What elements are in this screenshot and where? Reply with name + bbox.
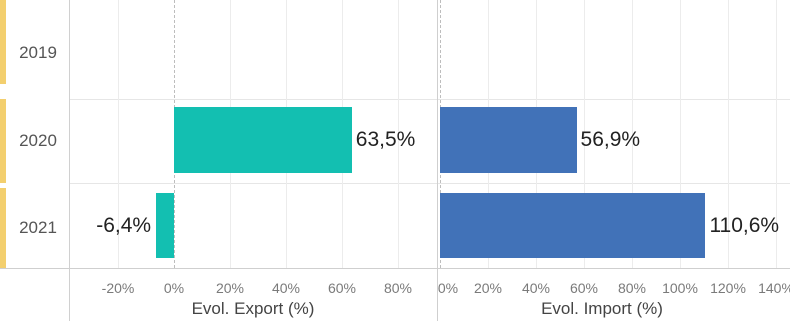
import-bar-2020 <box>440 107 577 173</box>
panel-separator <box>437 0 438 321</box>
row-highlight-2019 <box>0 0 6 84</box>
row-divider <box>70 99 790 100</box>
import-tick-label: 40% <box>521 280 551 296</box>
import-tick-label: 120% <box>710 280 746 296</box>
year-label-2020: 2020 <box>19 131 57 150</box>
import-tick-label: 100% <box>662 280 698 296</box>
x-axis-line <box>0 268 790 269</box>
import-tick-label: 20% <box>473 280 503 296</box>
export-gridline <box>398 0 399 268</box>
import-value-label-2021: 110,6% <box>709 213 780 237</box>
export-tick-label: 40% <box>271 280 301 296</box>
import-value-label-2020: 56,9% <box>580 128 641 151</box>
export-tick-label: 0% <box>163 280 185 296</box>
export-tick-label: -20% <box>101 280 135 296</box>
import-tick-label: 60% <box>569 280 599 296</box>
export-tick-label: 80% <box>383 280 413 296</box>
row-divider <box>70 183 790 184</box>
export-value-label-2020: 63,5% <box>355 128 416 151</box>
import-bar-2021 <box>440 193 706 258</box>
export-bar-2021 <box>156 193 174 258</box>
export-value-label-2021: -6,4% <box>96 213 152 237</box>
export-tick-label: 20% <box>215 280 245 296</box>
year-label-2019: 2019 <box>19 43 57 62</box>
export-gridline <box>118 0 119 268</box>
row-highlight-2020 <box>0 99 6 183</box>
import-axis-title: Evol. Import (%) <box>541 299 663 318</box>
export-axis-title: Evol. Export (%) <box>191 299 315 318</box>
import-tick-label: 80% <box>617 280 647 296</box>
year-label-2021: 2021 <box>19 218 57 237</box>
import-gridline <box>776 0 777 268</box>
row-highlight-2021 <box>0 188 6 268</box>
import-gridline <box>728 0 729 268</box>
import-tick-label: 0% <box>437 280 459 296</box>
import-gridline <box>680 0 681 268</box>
import-gridline <box>632 0 633 268</box>
import-tick-label: 140% <box>758 280 790 296</box>
export-bar-2020 <box>174 107 352 173</box>
export-tick-label: 60% <box>327 280 357 296</box>
plot-left-border <box>69 0 70 321</box>
import-gridline <box>584 0 585 268</box>
